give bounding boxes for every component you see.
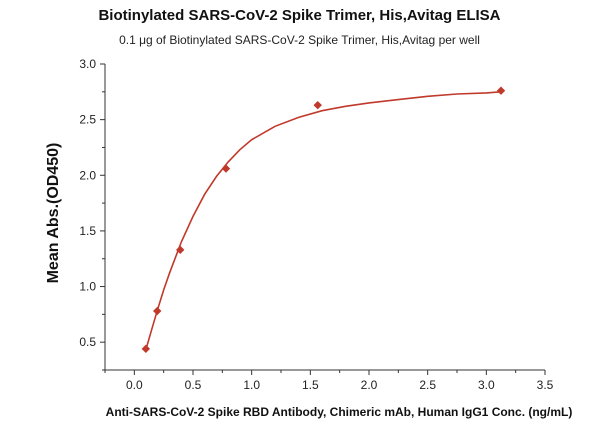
x-tick-label: 0.5: [185, 378, 202, 392]
data-points: [141, 86, 506, 354]
data-point: [153, 306, 162, 316]
x-tick-label: 3.0: [478, 378, 495, 392]
data-point: [313, 100, 322, 110]
tick-labels: 0.0 0.5 1.0 1.5 2.0 2.5 3.0 3.5 0.5 1.0 1.5 2.0 2.5 3…: [79, 57, 553, 392]
y-axis-title: Mean Abs.(OD450): [45, 143, 62, 284]
chart-title: Biotinylated SARS-CoV-2 Spike Trimer, Hi…: [98, 7, 501, 24]
x-tick-label: 1.5: [302, 378, 319, 392]
y-tick-label: 1.0: [79, 280, 96, 294]
chart-subtitle: 0.1 μg of Biotinylated SARS-CoV-2 Spike …: [119, 33, 480, 47]
x-tick-label: 2.5: [419, 378, 436, 392]
x-tick-label: 2.0: [361, 378, 378, 392]
data-point: [221, 164, 231, 173]
axes: [100, 63, 546, 375]
x-tick-label: 3.5: [537, 378, 554, 392]
y-tick-label: 0.5: [79, 335, 96, 349]
x-axis-title: Anti-SARS-CoV-2 Spike RBD Antibody, Chim…: [106, 405, 573, 419]
y-tick-label: 2.5: [79, 113, 96, 127]
x-tick-label: 0.0: [126, 378, 143, 392]
data-point: [141, 344, 151, 354]
y-tick-label: 1.5: [79, 224, 96, 238]
fit-curve-group: [145, 91, 502, 351]
fit-curve: [145, 91, 502, 351]
x-tick-label: 1.0: [243, 378, 260, 392]
y-tick-label: 3.0: [79, 57, 96, 71]
y-tick-label: 2.0: [79, 168, 96, 182]
data-point: [176, 245, 185, 255]
data-point: [496, 86, 506, 95]
